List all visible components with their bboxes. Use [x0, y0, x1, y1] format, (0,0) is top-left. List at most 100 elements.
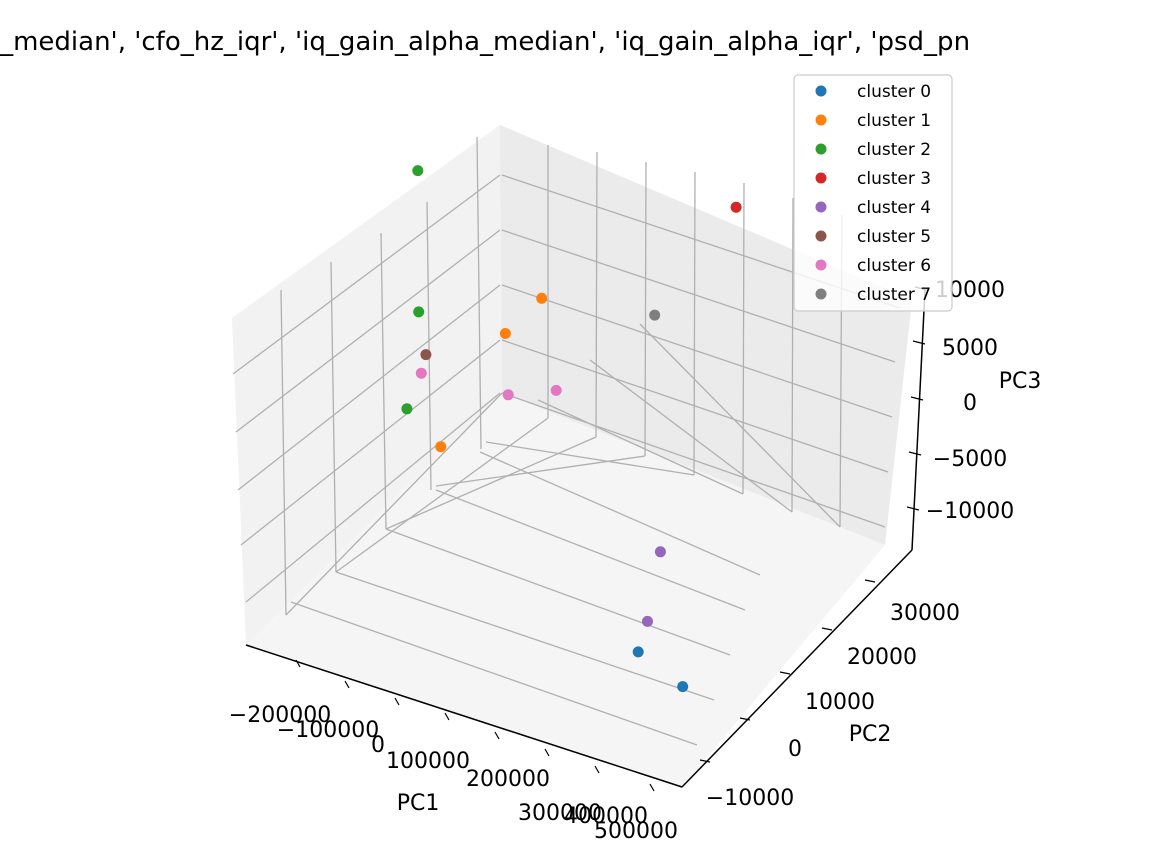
gridline: [639, 323, 841, 528]
gridline: [285, 392, 503, 616]
gridline: [435, 455, 646, 487]
gridline: [385, 528, 731, 656]
y-tick-label: 20000: [847, 645, 917, 670]
y-tick-label: 10000: [805, 690, 875, 715]
x-tick-label: 100000: [386, 749, 470, 774]
y-tick-label: 30000: [890, 601, 960, 626]
legend-label: cluster 0: [857, 82, 931, 102]
z-tick-mark: [906, 506, 920, 511]
gridline: [501, 392, 886, 528]
z-tick-label: −10000: [926, 499, 1014, 524]
legend-label: cluster 7: [857, 285, 931, 305]
x-tick-label: 500000: [594, 819, 678, 844]
scatter-points: [401, 165, 742, 693]
x-tick-mark: [544, 748, 550, 757]
x-tick-label: 200000: [466, 767, 550, 792]
legend-marker: [815, 230, 827, 242]
legend-label: cluster 2: [857, 140, 931, 160]
x-tick-label: −100000: [277, 718, 379, 743]
chart-title: hz_median', 'cfo_hz_iqr', 'iq_gain_alpha…: [0, 27, 970, 57]
data-point-cluster-1: [536, 292, 548, 304]
data-point-cluster-0: [632, 646, 644, 658]
gridline: [290, 601, 698, 746]
legend-label: cluster 4: [857, 198, 931, 218]
z-tick-mark: [910, 396, 924, 401]
y-tick-label: 0: [788, 737, 802, 762]
axes-3d: −200000−10000001000002000003000004000005…: [229, 125, 1014, 844]
data-point-cluster-7: [649, 309, 661, 321]
legend-label: cluster 6: [857, 256, 931, 276]
y-axis-line: [681, 549, 913, 788]
x-tick-label: 400000: [564, 804, 648, 829]
data-point-cluster-3: [730, 201, 742, 213]
gridline: [644, 161, 647, 457]
legend-marker: [815, 85, 827, 97]
legend-marker: [815, 259, 827, 271]
legend-marker: [815, 288, 827, 300]
gridline: [335, 417, 549, 573]
legend-label: cluster 5: [857, 227, 931, 247]
data-point-cluster-6: [550, 384, 562, 396]
gridline: [589, 359, 793, 513]
data-point-cluster-6: [502, 389, 514, 401]
legend-marker: [815, 143, 827, 155]
gridline: [426, 201, 432, 491]
data-point-cluster-1: [435, 441, 447, 453]
pane-right: [500, 125, 912, 545]
y-tick-mark: [864, 579, 876, 583]
data-point-cluster-0: [677, 681, 689, 693]
pane-left: [232, 125, 502, 645]
data-point-cluster-1: [499, 328, 511, 339]
legend-marker: [815, 201, 827, 213]
data-point-cluster-2: [412, 165, 424, 177]
legend-label: cluster 1: [857, 111, 931, 131]
gridline: [385, 436, 597, 530]
x-tick-label: 0: [371, 733, 385, 758]
x-tick-mark: [444, 712, 450, 721]
gridline: [435, 489, 746, 611]
data-point-cluster-2: [401, 403, 413, 415]
z-tick-label: 5000: [942, 336, 998, 361]
gridline: [232, 174, 501, 375]
x-axis-line: [245, 644, 683, 788]
x-tick-mark: [594, 765, 600, 774]
gridlines: [232, 136, 901, 788]
z-tick-label: 0: [963, 391, 977, 416]
y-axis-label: PC2: [849, 722, 892, 747]
gridline: [380, 232, 387, 530]
z-tick-mark: [908, 451, 922, 456]
ticks: −200000−10000001000002000003000004000005…: [229, 278, 1014, 844]
x-tick-mark: [649, 783, 655, 792]
x-tick-label: 300000: [518, 801, 602, 826]
gridline: [476, 136, 482, 450]
x-tick-mark: [344, 680, 350, 689]
gridline: [791, 197, 794, 513]
y-tick-mark: [821, 627, 833, 631]
data-point-cluster-4: [654, 546, 666, 558]
data-point-cluster-5: [420, 349, 432, 361]
y-tick-mark: [739, 717, 751, 721]
z-tick-mark: [912, 340, 926, 345]
legend: cluster 0 cluster 1 cluster 2 cluster 3 clus…: [793, 74, 953, 312]
gridline: [693, 171, 696, 476]
legend-marker: [815, 114, 827, 126]
gridline: [335, 571, 715, 701]
gridline: [595, 151, 598, 438]
gridline: [330, 261, 337, 573]
y-tick-label: −10000: [706, 786, 794, 811]
gridline: [501, 339, 889, 473]
x-axis-label: PC1: [397, 791, 440, 816]
z-tick-label: −5000: [933, 447, 1007, 472]
x-tick-mark: [295, 659, 301, 668]
data-point-cluster-6: [415, 367, 427, 379]
x-tick-mark: [394, 697, 400, 706]
gridline: [537, 399, 744, 495]
gridline: [501, 284, 893, 418]
gridline: [280, 289, 287, 616]
data-point-cluster-4: [642, 615, 653, 627]
gridline: [742, 182, 745, 495]
y-tick-mark: [699, 759, 711, 763]
axis-lines: [245, 289, 926, 788]
gridline: [479, 451, 761, 576]
